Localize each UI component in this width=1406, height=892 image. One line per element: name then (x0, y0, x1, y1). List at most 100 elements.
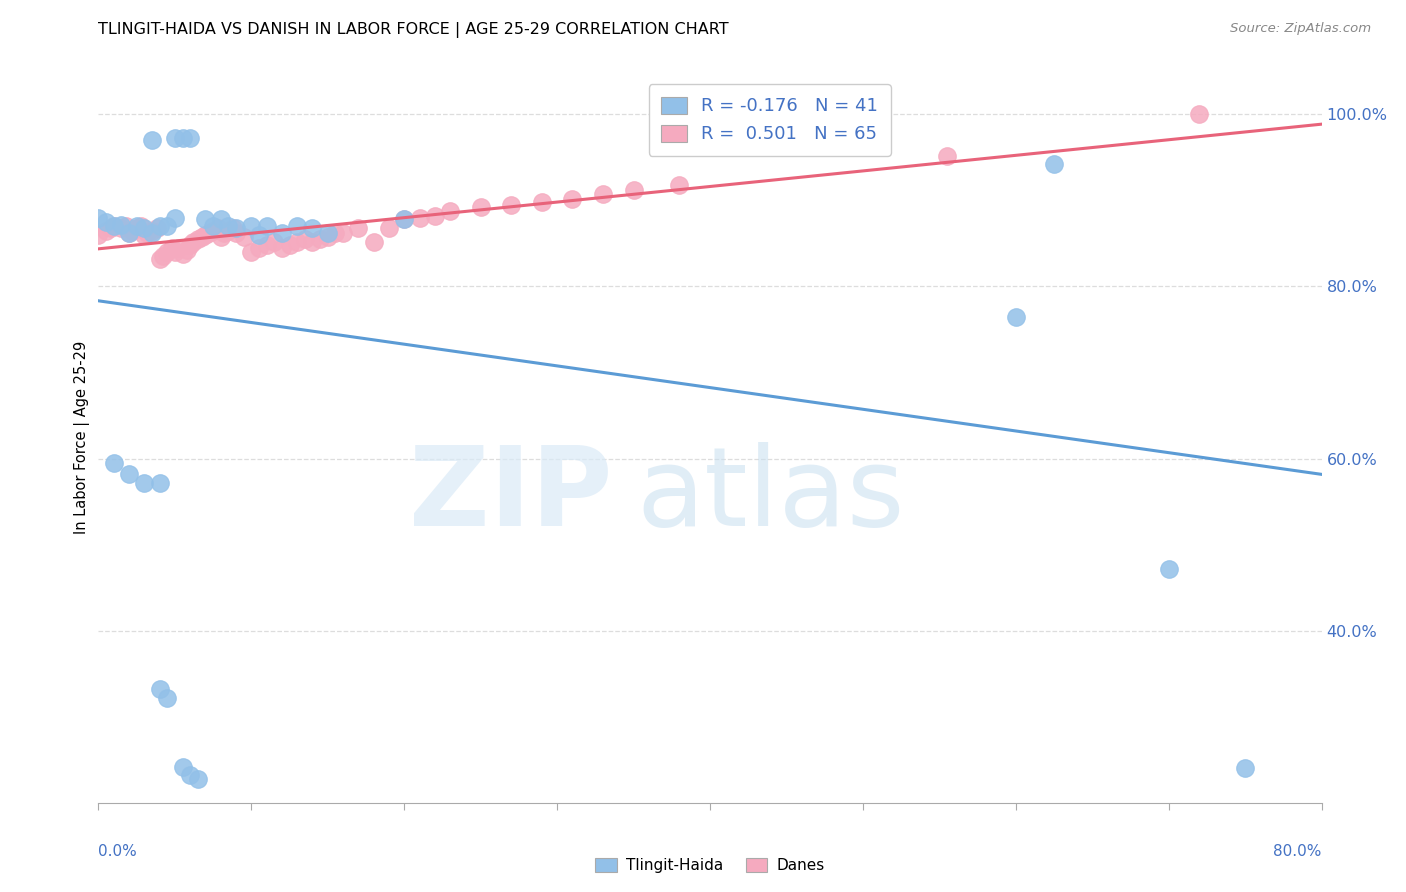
Point (392, 212, 416, 227)
Point (225, 221, 247, 235)
Point (278, 238, 301, 252)
Point (347, 221, 370, 235)
Point (163, 131, 186, 145)
Point (668, 178, 690, 192)
Point (1004, 310, 1026, 324)
Point (110, 221, 132, 235)
Point (285, 235, 308, 249)
Point (156, 245, 179, 260)
Point (592, 186, 614, 201)
Point (256, 219, 278, 234)
Point (470, 200, 492, 214)
Point (194, 212, 217, 227)
Point (87, 211, 110, 225)
Point (163, 211, 186, 225)
Point (936, 149, 959, 163)
Point (256, 238, 278, 252)
Y-axis label: In Labor Force | Age 25-29: In Labor Force | Age 25-29 (75, 341, 90, 533)
Point (501, 198, 523, 212)
Point (207, 221, 229, 235)
Point (181, 235, 204, 249)
Point (263, 235, 285, 249)
Point (309, 232, 332, 246)
Text: Source: ZipAtlas.com: Source: ZipAtlas.com (1230, 22, 1371, 36)
Point (202, 219, 225, 234)
Point (149, 252, 172, 266)
Legend: Tlingit-Haida, Danes: Tlingit-Haida, Danes (589, 852, 831, 880)
Point (247, 227, 270, 242)
Point (530, 195, 553, 210)
Point (316, 229, 339, 244)
Point (316, 226, 339, 240)
Point (332, 226, 354, 240)
Point (270, 241, 292, 255)
Point (118, 226, 141, 240)
Point (125, 221, 148, 235)
Point (152, 249, 174, 263)
Point (141, 223, 163, 237)
Point (141, 226, 163, 240)
Point (103, 456, 125, 470)
Point (187, 232, 209, 246)
Point (136, 226, 159, 240)
Point (156, 690, 179, 705)
Point (378, 221, 401, 235)
Point (160, 241, 183, 255)
Point (163, 245, 186, 260)
Point (87, 227, 110, 242)
Point (325, 226, 347, 240)
Point (179, 768, 201, 782)
Point (1234, 761, 1257, 775)
Point (294, 232, 316, 246)
Point (179, 238, 201, 252)
Point (217, 223, 239, 237)
Point (301, 221, 323, 235)
Point (187, 772, 209, 786)
Text: 0.0%: 0.0% (98, 845, 138, 859)
Point (94, 223, 117, 237)
Point (285, 219, 308, 234)
Point (125, 219, 148, 234)
Point (134, 227, 156, 242)
Point (94, 215, 117, 229)
Point (363, 235, 385, 249)
Point (121, 223, 143, 237)
Point (149, 219, 172, 234)
Point (176, 244, 198, 258)
Text: 80.0%: 80.0% (1274, 845, 1322, 859)
Point (240, 219, 263, 234)
Point (179, 131, 201, 145)
Point (167, 241, 190, 255)
Point (623, 183, 645, 197)
Point (209, 212, 232, 227)
Point (145, 221, 167, 235)
Point (118, 226, 141, 240)
Point (202, 223, 225, 237)
Point (1043, 157, 1066, 171)
Point (217, 219, 239, 234)
Point (149, 682, 172, 697)
Point (118, 467, 141, 481)
Text: atlas: atlas (637, 442, 905, 549)
Point (194, 227, 217, 242)
Point (209, 229, 232, 244)
Text: TLINGIT-HAIDA VS DANISH IN LABOR FORCE | AGE 25-29 CORRELATION CHART: TLINGIT-HAIDA VS DANISH IN LABOR FORCE |… (98, 22, 730, 38)
Point (134, 475, 156, 490)
Point (212, 226, 235, 240)
Point (240, 245, 263, 260)
Point (134, 221, 156, 235)
Point (110, 218, 132, 232)
Point (191, 229, 214, 244)
Point (103, 219, 125, 234)
Point (232, 229, 254, 244)
Point (423, 209, 446, 223)
Point (103, 219, 125, 234)
Point (129, 219, 152, 234)
Point (149, 475, 172, 490)
Point (561, 192, 583, 206)
Point (172, 131, 194, 145)
Point (392, 212, 416, 227)
Point (197, 226, 219, 240)
Point (156, 219, 179, 234)
Point (301, 235, 323, 249)
